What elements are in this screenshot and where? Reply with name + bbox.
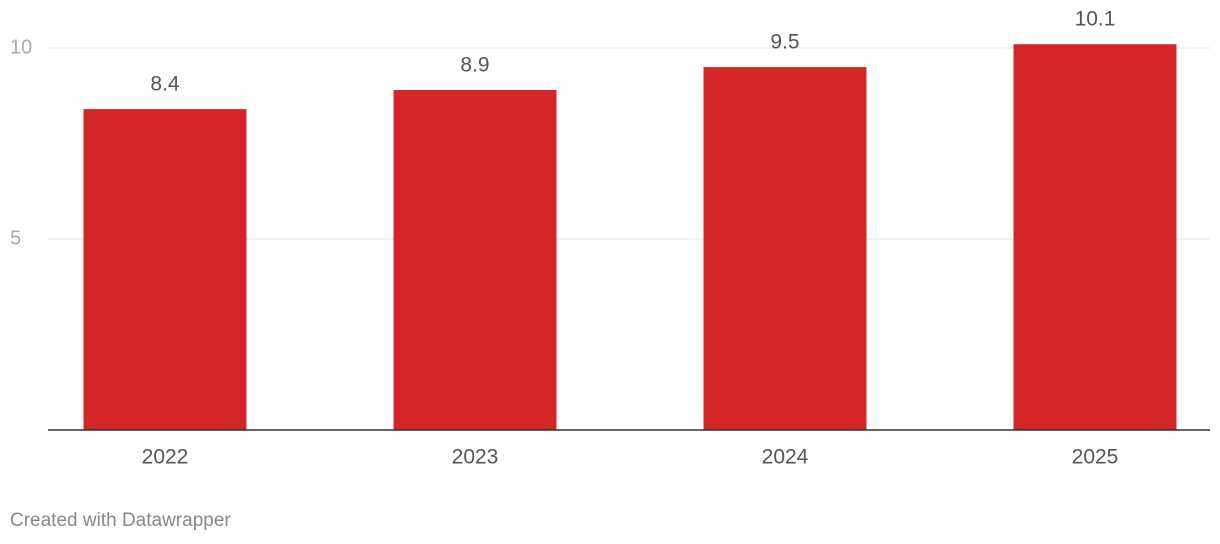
- value-label: 8.4: [150, 73, 180, 96]
- x-tick-label: 2025: [1072, 446, 1119, 469]
- x-tick-label: 2022: [142, 446, 189, 469]
- y-tick-label: 5: [10, 227, 21, 249]
- bar: [703, 67, 867, 430]
- x-tick-label: 2024: [762, 446, 809, 469]
- bar: [393, 90, 557, 431]
- bar: [83, 109, 247, 431]
- bar: [1013, 44, 1177, 431]
- x-tick-label: 2023: [452, 446, 499, 469]
- credit: Created with Datawrapper: [10, 510, 231, 531]
- y-tick-label: 10: [10, 36, 32, 58]
- value-label: 8.9: [460, 54, 489, 77]
- value-label: 9.5: [770, 31, 799, 54]
- value-label: 10.1: [1075, 8, 1116, 31]
